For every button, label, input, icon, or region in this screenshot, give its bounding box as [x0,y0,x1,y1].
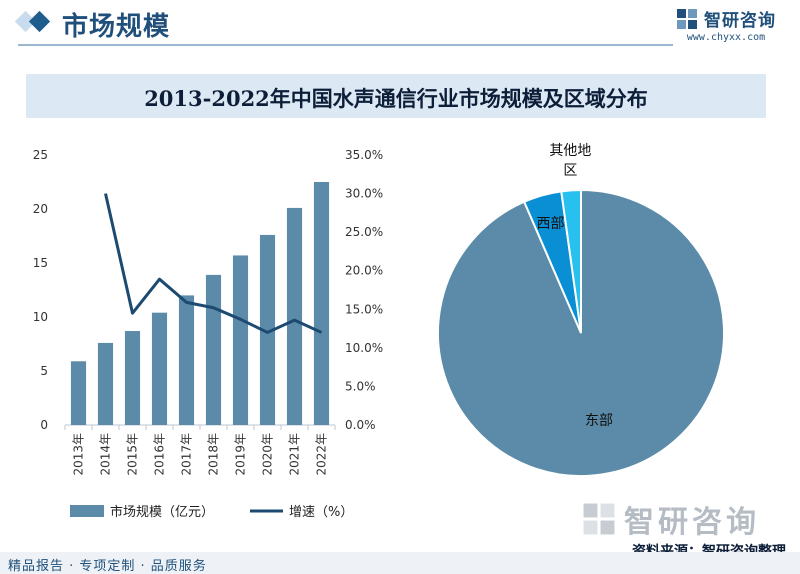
brand-block: 智研咨询 www.chyxx.com [666,6,786,43]
bar-market-size [313,182,330,425]
x-axis-category-label: 2013年 [72,433,86,476]
footer-slogan: 精品报告 · 专项定制 · 品质服务 [8,559,207,574]
legend-label-line: 增速（%） [289,505,353,520]
footer-logo-icon [583,503,615,535]
bar-market-size [205,274,222,425]
header-divider [18,44,673,46]
x-axis-category-label: 2018年 [207,433,221,476]
right-axis-tick-label: 5.0% [345,379,376,393]
bar-market-size [124,331,141,425]
pie-slice-other [560,188,582,334]
right-axis-tick-label: 10.0% [345,341,383,355]
brand-logo-icon [677,8,697,29]
bar-market-size [259,234,276,425]
bar-market-size [232,255,249,425]
pie-label-east: 东部 [585,413,613,429]
x-axis-category-label: 2014年 [99,433,113,476]
chart-area: 0 5 10 15 20 25 0.0% 5.0% 10.0% 15.0% 20.0% 25.0% 30… [33,143,725,520]
footer-bar: 精品报告 · 专项定制 · 品质服务 [0,552,800,574]
line-growth-rate [104,193,323,334]
left-axis-tick-label: 25 [33,148,48,162]
header-diamond-icon [14,10,58,33]
left-axis-tick-label: 0 [40,418,48,432]
footer-logo: 智研咨询 [582,497,760,541]
legend-swatch-bar [70,505,104,517]
pie-label-other: 其他地 [549,143,591,159]
right-axis-tick-label: 25.0% [345,225,383,239]
x-axis-category-label: 2022年 [315,433,329,476]
brand-url: www.chyxx.com [686,32,766,43]
right-axis-tick-label: 35.0% [345,148,383,162]
left-axis-tick-label: 15 [33,256,48,270]
right-axis-tick-label: 0.0% [345,418,376,432]
footer-logo-name: 智研咨询 [624,505,760,540]
section-title: 市场规模 [62,12,171,42]
right-axis-tick-label: 30.0% [345,187,383,201]
legend-label-bar: 市场规模（亿元） [110,504,214,520]
x-axis-category-label: 2021年 [288,433,302,476]
x-axis-category-label: 2019年 [234,433,248,476]
chart-title: 2013-2022年中国水声通信行业市场规模及区域分布 [144,86,648,111]
right-axis-tick-label: 20.0% [345,264,383,278]
left-axis-tick-label: 10 [33,310,48,324]
chart-title-banner: 2013-2022年中国水声通信行业市场规模及区域分布 [26,74,766,118]
bar-market-size [97,342,114,425]
right-axis-tick-label: 15.0% [345,302,383,316]
page-header: 市场规模 智研咨询 www.chyxx.com [0,0,800,46]
x-axis-category-label: 2020年 [261,433,275,476]
x-axis-category-label: 2017年 [180,433,194,476]
pie-label-west: 西部 [537,216,565,232]
bar-market-size [286,207,303,425]
pie-label-other: 区 [563,163,577,179]
bar-market-size [151,312,168,425]
brand-name: 智研咨询 [704,11,776,31]
bar-market-size [178,295,195,425]
bar-market-size [70,361,87,425]
left-axis-tick-label: 5 [40,364,48,378]
left-axis-tick-label: 20 [33,202,48,216]
pie-slice-east [437,188,725,477]
x-axis-category-label: 2015年 [126,433,140,476]
x-axis-category-label: 2016年 [153,433,167,476]
